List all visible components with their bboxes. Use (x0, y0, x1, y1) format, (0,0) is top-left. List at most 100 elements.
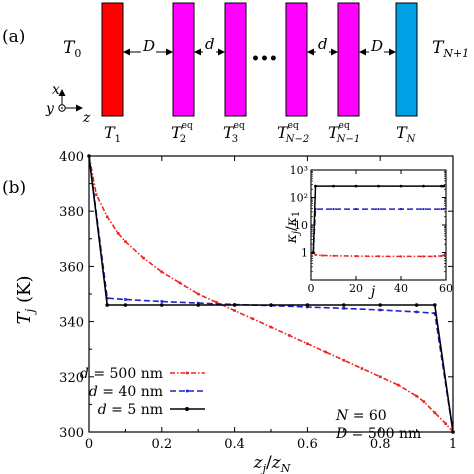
panel-b-label: (b) (2, 178, 26, 198)
main-y-tick-label-5: 400 (59, 150, 84, 165)
main-point-0-5 (142, 256, 145, 260)
inset-point-2-6 (422, 184, 425, 188)
legend-entry-1: d = 40 nm (89, 384, 163, 400)
inset-plot: 0 20 40 60 1 10 10² 10³ (290, 164, 453, 295)
main-point-2-1 (105, 303, 109, 307)
panel-b: (b) Tj (K) zj/zN 0 0.2 0.4 0.6 0.8 1 300 320 340… (2, 150, 457, 474)
legend-entry-2: d = 5 nm (98, 402, 163, 418)
inset-point-2-1 (314, 184, 317, 188)
inset-x-tick-label-3: 60 (439, 282, 453, 295)
inset-point-1-2 (332, 208, 335, 211)
main-point-2-6 (269, 303, 273, 307)
inset-point-2-2 (332, 184, 335, 188)
inset-point-0-9 (440, 254, 443, 257)
main-point-2-7 (305, 303, 310, 307)
inset-x-tick-label-1: 20 (349, 282, 363, 295)
slab-label-n-1: Teq N−1 (328, 121, 360, 145)
gap-label-D-right: D (370, 37, 383, 55)
slab-label-3: Teq 3 (223, 121, 245, 145)
annotation-n: N = 60 (335, 408, 387, 424)
main-point-0-9 (215, 300, 218, 304)
main-point-0-21 (422, 400, 426, 403)
main-point-0-10 (233, 309, 236, 312)
slab-label-2: Teq 2 (171, 121, 193, 145)
main-point-2-8 (342, 303, 346, 307)
inset-y-tick-label-1: 10 (294, 219, 308, 232)
ellipsis-dots: ••• (251, 51, 278, 67)
inset-x-axis-label: j (368, 284, 376, 300)
main-point-0-7 (178, 281, 182, 285)
main-point-1-7 (306, 305, 309, 309)
main-point-1-2 (124, 298, 127, 301)
main-point-0-18 (378, 375, 382, 379)
main-x-tick-label-4: 0.8 (370, 437, 391, 452)
legend-entry-0: d = 500 nm (80, 366, 163, 382)
inset-point-2-3 (354, 184, 358, 188)
slab-n-1 (337, 2, 360, 117)
main-point-0-15 (324, 350, 327, 354)
inset-point-0-3 (332, 254, 335, 257)
main-point-0-3 (116, 231, 120, 235)
legend: d = 500 nm d = 40 nm d = 5 nm (80, 366, 205, 418)
main-point-0-8 (196, 292, 200, 296)
main-x-tick-label-5: 1 (449, 437, 457, 452)
axis-x-label: x (52, 82, 60, 98)
gap-label-d-right-bg (316, 38, 329, 54)
main-point-1-1 (105, 296, 109, 300)
main-series-group (87, 154, 455, 434)
gap-label-d-left-bg (203, 38, 216, 54)
inset-point-0-7 (422, 255, 425, 258)
inset-series-line-1 (312, 208, 444, 253)
axis-y-label: y (45, 101, 55, 117)
tn1-label: TN+1 (432, 38, 469, 60)
annotation: N = 60 D = 500 nm (335, 408, 421, 442)
main-x-tick-label-1: 0.2 (151, 437, 172, 452)
slab-label-1: T1 (104, 123, 121, 145)
inset-y-tick-label-2: 10² (290, 192, 308, 205)
main-point-0-2 (105, 215, 109, 219)
main-point-0-16 (342, 358, 346, 362)
inset-point-1-4 (377, 208, 380, 211)
main-point-1-10 (415, 310, 418, 314)
slab-n-2 (285, 2, 308, 117)
main-point-1-8 (342, 307, 346, 310)
legend-marker-1 (186, 389, 189, 393)
inset-point-1-6 (422, 208, 425, 211)
inset-background (311, 170, 446, 280)
main-point-0-14 (306, 342, 309, 345)
main-y-tick-label-0: 300 (59, 426, 84, 441)
main-point-0-11 (251, 317, 255, 321)
inset-point-0-10 (442, 254, 445, 257)
main-point-0-19 (397, 383, 400, 387)
main-point-2-9 (378, 303, 383, 307)
main-x-tick-label-3: 0.6 (297, 437, 318, 452)
t0-label: T0 (63, 38, 81, 60)
legend-marker-2 (185, 407, 189, 411)
slab-3 (224, 2, 247, 117)
main-point-0-4 (124, 240, 127, 243)
panel-a-label: (a) (2, 27, 25, 47)
main-x-tick-label-2: 0.4 (224, 437, 245, 452)
main-x-tick-label-0: 0 (85, 437, 93, 452)
main-point-0-23 (444, 422, 448, 426)
inset-point-0-4 (355, 255, 357, 258)
inset-point-0-6 (400, 255, 402, 258)
inset-point-2-8 (442, 184, 446, 188)
inset-point-0-5 (377, 255, 380, 258)
inset-point-0-1 (314, 253, 317, 256)
main-point-1-9 (378, 308, 382, 312)
inset-series-group (311, 184, 446, 258)
panel-a: (a) T0 TN+1 D d ••• d D x y z T1 (2, 2, 469, 145)
main-point-2-2 (123, 303, 128, 307)
inset-point-2-4 (377, 184, 380, 188)
slab-1 (101, 2, 124, 117)
gap-label-d-left: d (205, 35, 215, 53)
inset-point-1-5 (400, 208, 402, 211)
inset-y-tick-label-0: 1 (301, 247, 308, 260)
main-y-axis-label: Tj (K) (14, 276, 37, 325)
inset-point-1-3 (355, 208, 357, 211)
main-point-0-1 (94, 193, 98, 196)
inset-point-1-7 (440, 208, 443, 211)
